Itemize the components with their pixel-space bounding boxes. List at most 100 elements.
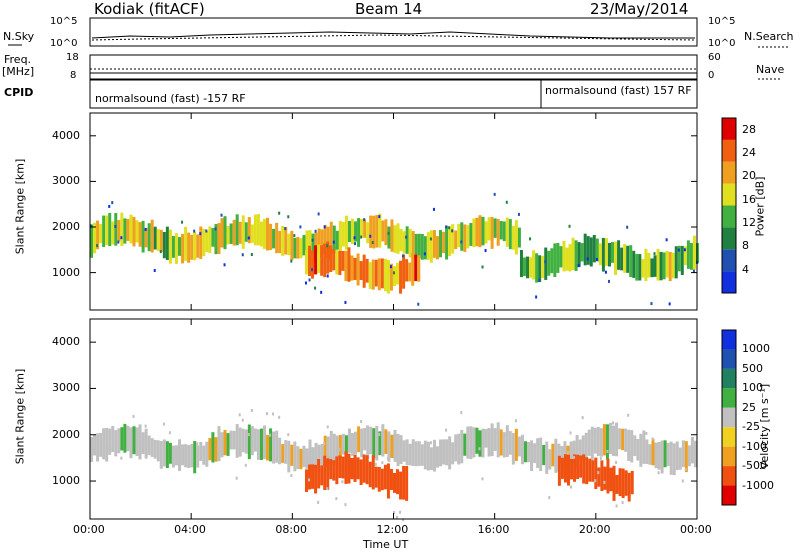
vel-band-0-cell [105,427,109,462]
power-colorbar-segment [722,205,736,228]
power-colorbar-segment [722,183,736,206]
power-band-0-cell [514,220,518,255]
vel-band-0-cell [187,445,191,469]
power-scatter [607,279,610,283]
power-band-2-cell [338,250,342,276]
vel-band-0-cell [666,442,670,467]
vel-scatter [381,461,384,465]
noise-tick-high: 10^5 [50,16,78,27]
vel-band-0-cell [636,438,640,461]
vel-band-0-cell [93,434,97,456]
power-band-0-cell [387,226,391,249]
vel-scatter [287,433,290,437]
power-band-2-cell [399,260,403,294]
power-band-2-cell [371,259,375,290]
power-band-0-cell [323,224,327,259]
vel-band-0-cell [120,427,124,451]
power-scatter [568,224,571,228]
power-scatter [601,238,604,242]
power-band-0-cell [178,237,182,256]
power-band-0-cell [487,217,491,241]
power-band-1-cell [544,247,548,280]
power-band-1-cell [595,238,599,262]
vel-band-0-cell [587,429,591,456]
vel-band-0-cell [423,440,427,470]
velocity-colorbar-tick: 100 [742,381,763,395]
power-band-0-cell [496,218,500,246]
power-scatter [604,270,607,274]
power-band-0-cell [302,235,306,256]
vel-band-0-cell [693,440,697,468]
power-band-2-cell [408,262,412,282]
vel-band-0-cell [129,427,133,459]
power-scatter [460,240,463,244]
power-band-2-cell [304,250,308,275]
velocity-colorbar-segment [722,368,736,389]
power-scatter [223,263,226,267]
vel-band-0-cell [548,449,552,470]
velocity-colorbar-tick: -500 [742,459,767,473]
vel-scatter [308,478,311,482]
vel-band-0-cell [208,437,212,461]
vel-scatter [338,447,341,451]
power-band-0-cell [296,236,300,259]
power-colorbar-tick: 24 [742,146,756,159]
power-panel [89,112,699,311]
power-band-0-cell [363,219,367,238]
vel-band-0-cell [214,437,218,462]
vel-scatter [344,503,347,507]
power-band-0-cell [226,225,230,245]
vel-band-0-cell [335,435,339,457]
vel-band-0-cell [487,428,491,457]
power-band-1-cell [571,237,575,271]
power-band-0-cell [114,213,118,246]
vel-band-0-cell [551,443,555,467]
power-band-0-cell [287,233,291,256]
vel-band-1-cell [347,453,351,484]
power-band-0-cell [357,218,361,247]
velocity-colorbar-segment [722,466,736,486]
vel-band-0-cell [445,439,449,466]
vel-band-0-cell [250,426,254,456]
vel-scatter [396,515,399,519]
power-scatter [326,244,329,248]
vel-band-0-cell [126,425,130,452]
vel-band-2-cell [603,466,607,490]
power-band-0-cell [508,219,512,250]
vel-band-0-cell [132,426,136,455]
vel-band-0-cell [420,444,424,466]
vel-band-0-cell [524,441,528,463]
power-band-0-cell [484,221,488,244]
power-band-0-cell [262,218,266,249]
power-band-2-cell [362,254,366,288]
vel-band-0-cell [171,445,175,468]
vel-band-0-cell [141,432,145,454]
vel-band-1-cell [392,472,396,493]
power-scatter [389,265,392,269]
power-band-1-cell [620,247,624,271]
power-band-1-cell [529,257,533,278]
vel-scatter [612,421,615,425]
power-band-2-cell [347,247,351,282]
power-band-0-cell [360,218,364,238]
vel-band-1-cell [405,465,409,501]
power-band-1-cell [532,250,536,280]
power-scatter [354,242,357,246]
xtick-label: 12:00 [376,523,409,536]
power-band-0-cell [220,218,224,248]
power-band-0-cell [351,218,355,245]
power-band-0-cell [117,220,121,242]
power-band-1-cell [535,253,539,283]
vel-scatter [317,500,320,504]
vel-band-0-cell [123,423,127,453]
power-scatter [451,229,454,233]
vel-band-1-cell [380,468,384,491]
power-band-0-cell [344,215,348,250]
nsky-label: N.Sky [3,30,35,43]
power-band-1-cell [677,245,681,272]
nsky-trace [91,31,695,39]
power-band-0-cell [96,220,100,250]
power-band-0-cell [235,214,239,246]
power-scatter [250,252,253,256]
vel-scatter [487,427,490,431]
